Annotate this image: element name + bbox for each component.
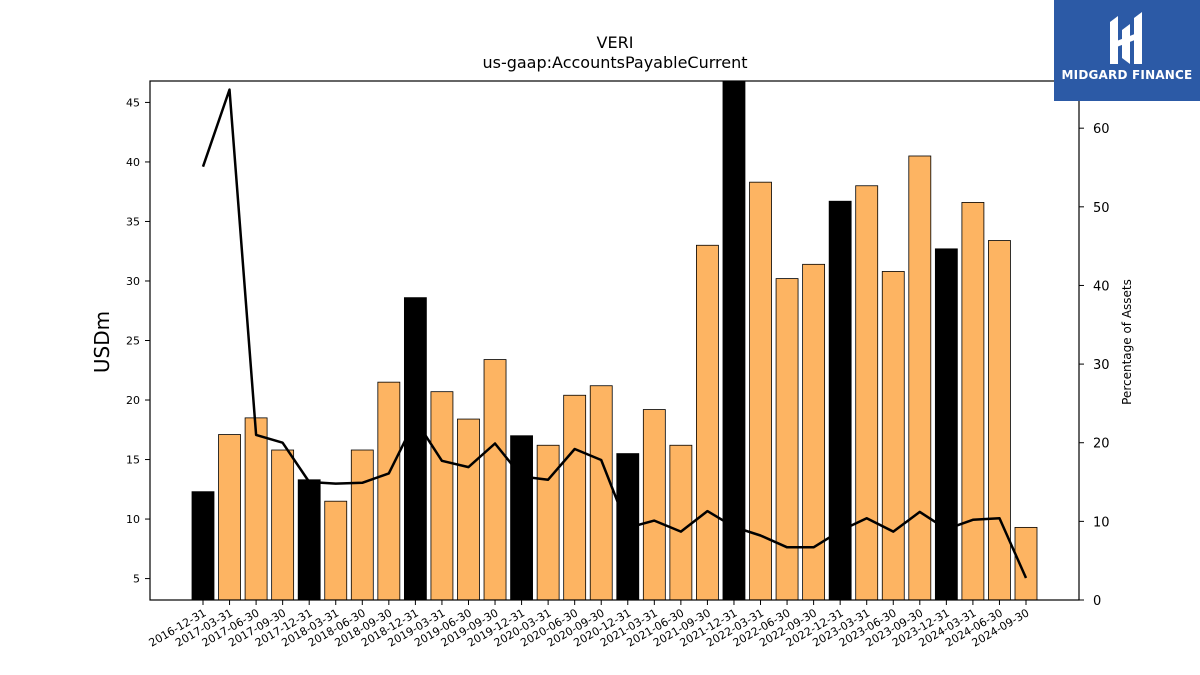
bar-2017-03-31	[218, 434, 241, 601]
bar-2021-09-30	[696, 244, 719, 601]
chart-title: VERI	[597, 33, 634, 52]
bar-2023-09-30	[908, 155, 932, 601]
y2-tick-label-20: 20	[1093, 437, 1110, 452]
y2-tick-label-30: 30	[1093, 358, 1110, 373]
bar-2023-12-31	[934, 248, 958, 601]
chart-subtitle: us-gaap:AccountsPayableCurrent	[482, 53, 747, 72]
y2-tick-label-10: 10	[1093, 515, 1110, 530]
bar-2022-12-31	[828, 200, 852, 601]
y-tick-label-10: 10	[126, 513, 140, 526]
percentage-line	[201, 88, 1028, 579]
bar-2022-09-30	[802, 263, 826, 601]
y-tick-label-5: 5	[133, 573, 140, 586]
bar-2019-12-31	[510, 435, 533, 601]
bar-2018-03-31	[324, 500, 348, 601]
bar-2019-06-30	[457, 418, 480, 601]
bar-2018-09-30	[377, 381, 401, 601]
bar-2024-06-30	[988, 240, 1011, 601]
plot-area: 5101520253035404501020304050602016-12-31…	[126, 80, 1110, 650]
bar-2022-03-31	[749, 181, 772, 601]
y2-tick-label-50: 50	[1093, 201, 1110, 216]
bar-2021-03-31	[642, 409, 666, 601]
bar-2023-06-30	[881, 271, 905, 601]
midgard-finance-logo: MIDGARD FINANCE	[1054, 0, 1200, 101]
bar-2022-06-30	[775, 278, 799, 601]
bar-2021-06-30	[669, 444, 693, 601]
y-axis-label: USDm	[90, 311, 114, 373]
y-tick-label-20: 20	[126, 394, 140, 407]
bar-2019-03-31	[430, 391, 454, 601]
bar-2017-09-30	[271, 449, 295, 601]
bar-2019-09-30	[483, 359, 507, 601]
bar-2023-03-31	[855, 185, 879, 601]
bar-2018-06-30	[350, 449, 374, 601]
bar-2017-12-31	[297, 479, 321, 601]
y-tick-label-15: 15	[126, 454, 140, 467]
y-tick-label-40: 40	[126, 156, 140, 169]
y-tick-label-35: 35	[126, 215, 140, 228]
midgard-logo-icon	[1110, 12, 1142, 64]
y2-axis-label: Percentage of Assets	[1120, 279, 1134, 405]
bar-2020-06-30	[563, 394, 587, 601]
y2-tick-label-40: 40	[1093, 279, 1110, 294]
bar-2018-12-31	[403, 297, 427, 601]
bar-2016-12-31	[191, 491, 215, 601]
bar-2020-03-31	[536, 444, 560, 601]
bar-2024-03-31	[961, 202, 985, 601]
bar-2017-06-30	[244, 417, 268, 601]
bar-2020-09-30	[589, 385, 613, 601]
y2-tick-label-60: 60	[1093, 122, 1110, 137]
y-tick-label-25: 25	[126, 335, 140, 348]
y-tick-label-30: 30	[126, 275, 140, 288]
y-tick-label-45: 45	[126, 96, 140, 109]
logo-text: MIDGARD FINANCE	[1061, 68, 1193, 82]
y2-tick-label-0: 0	[1093, 594, 1101, 609]
